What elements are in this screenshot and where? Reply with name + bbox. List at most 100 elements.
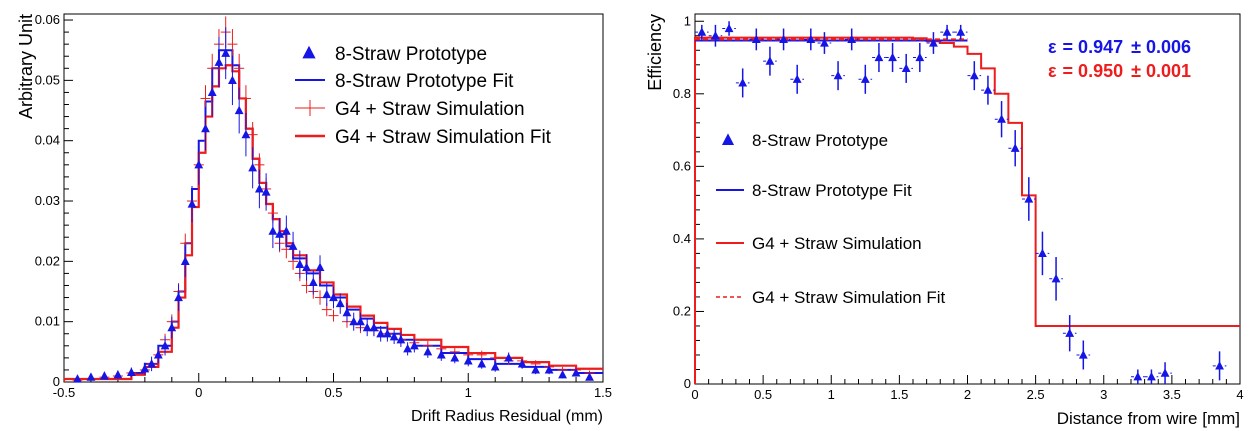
legend-prototype-marker — [721, 133, 735, 145]
prototype-point — [874, 52, 884, 62]
plot-frame — [63, 13, 604, 383]
prototype-point — [901, 63, 911, 73]
prototype-point — [383, 328, 392, 338]
prototype-point — [349, 316, 359, 326]
prototype-point — [1078, 350, 1088, 359]
prototype-point — [73, 374, 82, 383]
prototype-point — [362, 322, 372, 332]
prototype-point — [308, 277, 318, 287]
prototype-point — [1147, 371, 1156, 381]
prototype-point — [268, 226, 278, 235]
prototype-point — [302, 262, 311, 271]
x-tick-label: 0 — [691, 387, 698, 402]
prototype-point — [174, 292, 183, 302]
prototype-point — [322, 289, 332, 299]
prototype-point — [403, 344, 413, 353]
prototype-point — [450, 353, 460, 362]
prototype-point — [248, 163, 258, 172]
prototype-point — [113, 369, 123, 379]
prototype-point — [1160, 368, 1170, 377]
x-tick-label: -0.5 — [53, 385, 75, 400]
prototype-point — [1010, 143, 1020, 152]
prototype-point — [241, 129, 251, 139]
legend-entry-label: 8-Straw Prototype — [752, 131, 888, 150]
prototype-point — [228, 75, 237, 84]
prototype-point — [214, 57, 224, 66]
y-tick-label: 0.06 — [35, 12, 60, 27]
prototype-point — [389, 331, 399, 341]
prototype-point — [1215, 361, 1224, 370]
prototype-point — [860, 74, 870, 83]
efficiency-annotation: ε = 0.950 ± 0.001 — [1048, 61, 1191, 81]
x-tick-label: 3.5 — [1163, 387, 1181, 402]
prototype-point — [329, 292, 338, 302]
prototype-point — [234, 105, 244, 115]
prototype-point — [929, 38, 938, 47]
prototype-point — [275, 229, 284, 238]
y-tick-label: 0.01 — [35, 314, 60, 329]
y-tick-label: 0.6 — [673, 158, 691, 173]
right-chart-efficiency: 0 0.5 1 1.5 2 2.5 3 3.5 4 0 0.2 0.4 0.6 0.8 1 Distance … — [645, 13, 1244, 428]
prototype-point — [738, 78, 748, 87]
left-chart-drift-residual: -0.5 0 0.5 1 1.500.010.020.030.040.050.06Dri… — [16, 12, 612, 425]
prototype-point — [187, 199, 197, 208]
prototype-point — [167, 322, 177, 332]
prototype-point — [571, 368, 581, 377]
legend-entry-label: G4 + Straw Simulation Fit — [752, 288, 945, 307]
prototype-point — [751, 34, 761, 43]
prototype-point — [792, 74, 802, 83]
y-tick-label: 0.04 — [35, 133, 60, 148]
prototype-point — [544, 365, 554, 374]
x-tick-label: 0.5 — [754, 387, 772, 402]
prototype-point — [396, 334, 406, 344]
prototype-point — [153, 350, 163, 359]
efficiency-error: ± 0.001 — [1131, 61, 1191, 81]
y-tick-label: 0.05 — [35, 72, 60, 87]
prototype-point — [806, 34, 816, 43]
x-axis-label: Distance from wire [mm] — [1057, 409, 1240, 428]
prototype-point — [820, 38, 829, 47]
prototype-point — [585, 372, 594, 381]
prototype-point — [100, 371, 109, 380]
y-axis-label: Arbitrary Unit — [16, 14, 36, 119]
y-tick-label: 0.2 — [673, 303, 691, 318]
prototype-point — [490, 362, 500, 371]
prototype-point — [969, 70, 979, 80]
x-tick-label: 1 — [828, 387, 835, 402]
prototype-point — [356, 316, 365, 326]
prototype-point — [315, 262, 325, 271]
prototype-point — [194, 160, 204, 169]
y-tick-label: 0.02 — [35, 253, 60, 268]
prototype-point — [997, 114, 1006, 123]
efficiency-error: ± 0.006 — [1131, 37, 1191, 57]
legend-entry-label: 8-Straw Prototype Fit — [752, 181, 912, 200]
legend-entry-label: G4 + Straw Simulation Fit — [335, 127, 552, 148]
x-tick-label: 2 — [964, 387, 971, 402]
prototype-point — [140, 363, 150, 373]
prototype-point — [160, 341, 170, 350]
legend-entry-label: G4 + Straw Simulation — [335, 99, 525, 120]
y-tick-label: 1 — [684, 13, 691, 28]
prototype-point — [369, 322, 379, 332]
prototype-point — [423, 347, 433, 356]
efficiency-symbol: ε — [1048, 61, 1057, 81]
x-tick-label: 0.5 — [324, 385, 342, 400]
legend-entry-label: 8-Straw Prototype Fit — [335, 71, 514, 92]
prototype-point — [207, 87, 217, 97]
prototype-point — [201, 123, 210, 133]
x-tick-label: 2.5 — [1027, 387, 1045, 402]
prototype-point — [126, 367, 136, 376]
simulation-efficiency-histogram — [694, 36, 1240, 384]
x-tick-label: 1.5 — [890, 387, 908, 402]
prototype-point — [517, 359, 527, 368]
prototype-point — [335, 298, 345, 308]
prototype-point — [86, 372, 96, 381]
x-axis-label: Drift Radius Residual (mm) — [411, 408, 603, 425]
x-tick-label: 4 — [1236, 387, 1243, 402]
prototype-point — [504, 353, 514, 362]
prototype-point — [847, 34, 857, 43]
prototype-point — [261, 187, 271, 196]
y-tick-label: 0.8 — [673, 86, 691, 101]
y-tick-label: 0.4 — [673, 231, 691, 246]
